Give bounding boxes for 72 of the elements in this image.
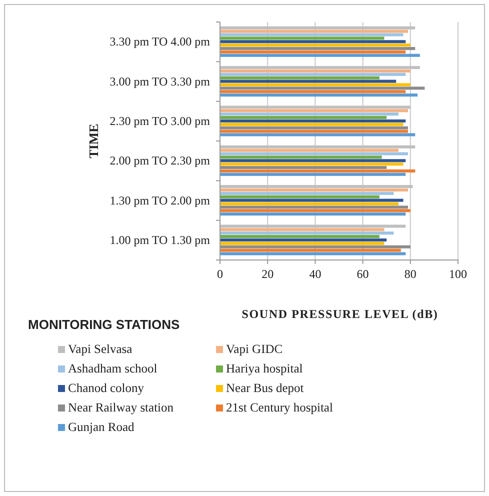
bar (220, 133, 416, 136)
legend-label: Ashadham school (68, 362, 158, 376)
bar (220, 112, 398, 116)
y-tick-label: 2.00 pm TO 2.30 pm (110, 154, 211, 168)
legend-label: Vapi Selvasa (68, 342, 133, 356)
x-axis-title: SOUND PRESSURE LEVEL (dB) (242, 307, 438, 321)
bar (220, 156, 382, 159)
x-tick-label: 20 (262, 266, 274, 281)
x-tick-label: 0 (217, 266, 223, 281)
legend-label: Chanod colony (68, 381, 145, 395)
bar (220, 30, 408, 33)
bar (220, 46, 416, 50)
bar (220, 238, 387, 242)
bar (220, 36, 384, 40)
legend-title: MONITORING STATIONS (28, 317, 180, 332)
bar (220, 172, 406, 176)
legend-label: Near Railway station (68, 400, 174, 414)
bar (220, 228, 384, 232)
bar (220, 116, 387, 120)
x-tick-label: 100 (449, 266, 467, 281)
bar (220, 86, 425, 90)
bar (220, 195, 380, 198)
x-tick-label: 40 (309, 266, 322, 281)
bar (220, 248, 401, 252)
bar (220, 242, 384, 245)
y-tick-label: 3.00 pm TO 3.30 pm (110, 74, 211, 88)
bar (220, 148, 398, 152)
bar (220, 33, 404, 36)
legend-label: Hariya hospital (226, 362, 304, 376)
bar (220, 152, 408, 156)
bar (220, 54, 420, 57)
bar (220, 252, 406, 256)
bar (220, 188, 408, 192)
bar (220, 159, 406, 162)
x-tick-label: 80 (404, 266, 416, 281)
y-tick-label: 1.30 pm TO 2.00 pm (110, 193, 211, 208)
y-tick-label: 2.30 pm TO 3.00 pm (110, 114, 211, 128)
bar (220, 192, 394, 195)
bar (220, 69, 410, 73)
bar (220, 235, 380, 238)
bar (220, 72, 406, 76)
bar (220, 202, 398, 206)
legend-label: 21st Century hospital (226, 400, 334, 414)
bar (220, 126, 408, 130)
bar (220, 109, 408, 112)
y-tick-label: 3.30 pm TO 4.00 pm (110, 34, 211, 49)
bar (220, 198, 404, 202)
bar (220, 122, 404, 126)
y-axis-title: TIME (86, 124, 101, 158)
bar (220, 83, 410, 86)
bar (220, 50, 406, 54)
bar (220, 80, 396, 83)
legend-label: Gunjan Road (68, 420, 136, 434)
x-tick-label: 60 (356, 266, 369, 281)
bar (220, 206, 408, 209)
legend-label: Near Bus depot (226, 381, 304, 395)
bar (220, 76, 380, 80)
bar (220, 162, 404, 166)
bar (220, 44, 410, 47)
bar (220, 245, 410, 248)
bar (220, 232, 394, 235)
y-tick-label: 1.00 pm TO 1.30 pm (110, 233, 211, 248)
bar (220, 94, 418, 97)
legend-label: Vapi GIDC (226, 342, 283, 356)
bar (220, 212, 406, 216)
bar (220, 169, 416, 172)
bar (220, 40, 406, 44)
bar (220, 119, 406, 122)
bar (220, 209, 410, 212)
bar (220, 130, 408, 133)
bar (220, 166, 387, 170)
bar (220, 90, 406, 94)
